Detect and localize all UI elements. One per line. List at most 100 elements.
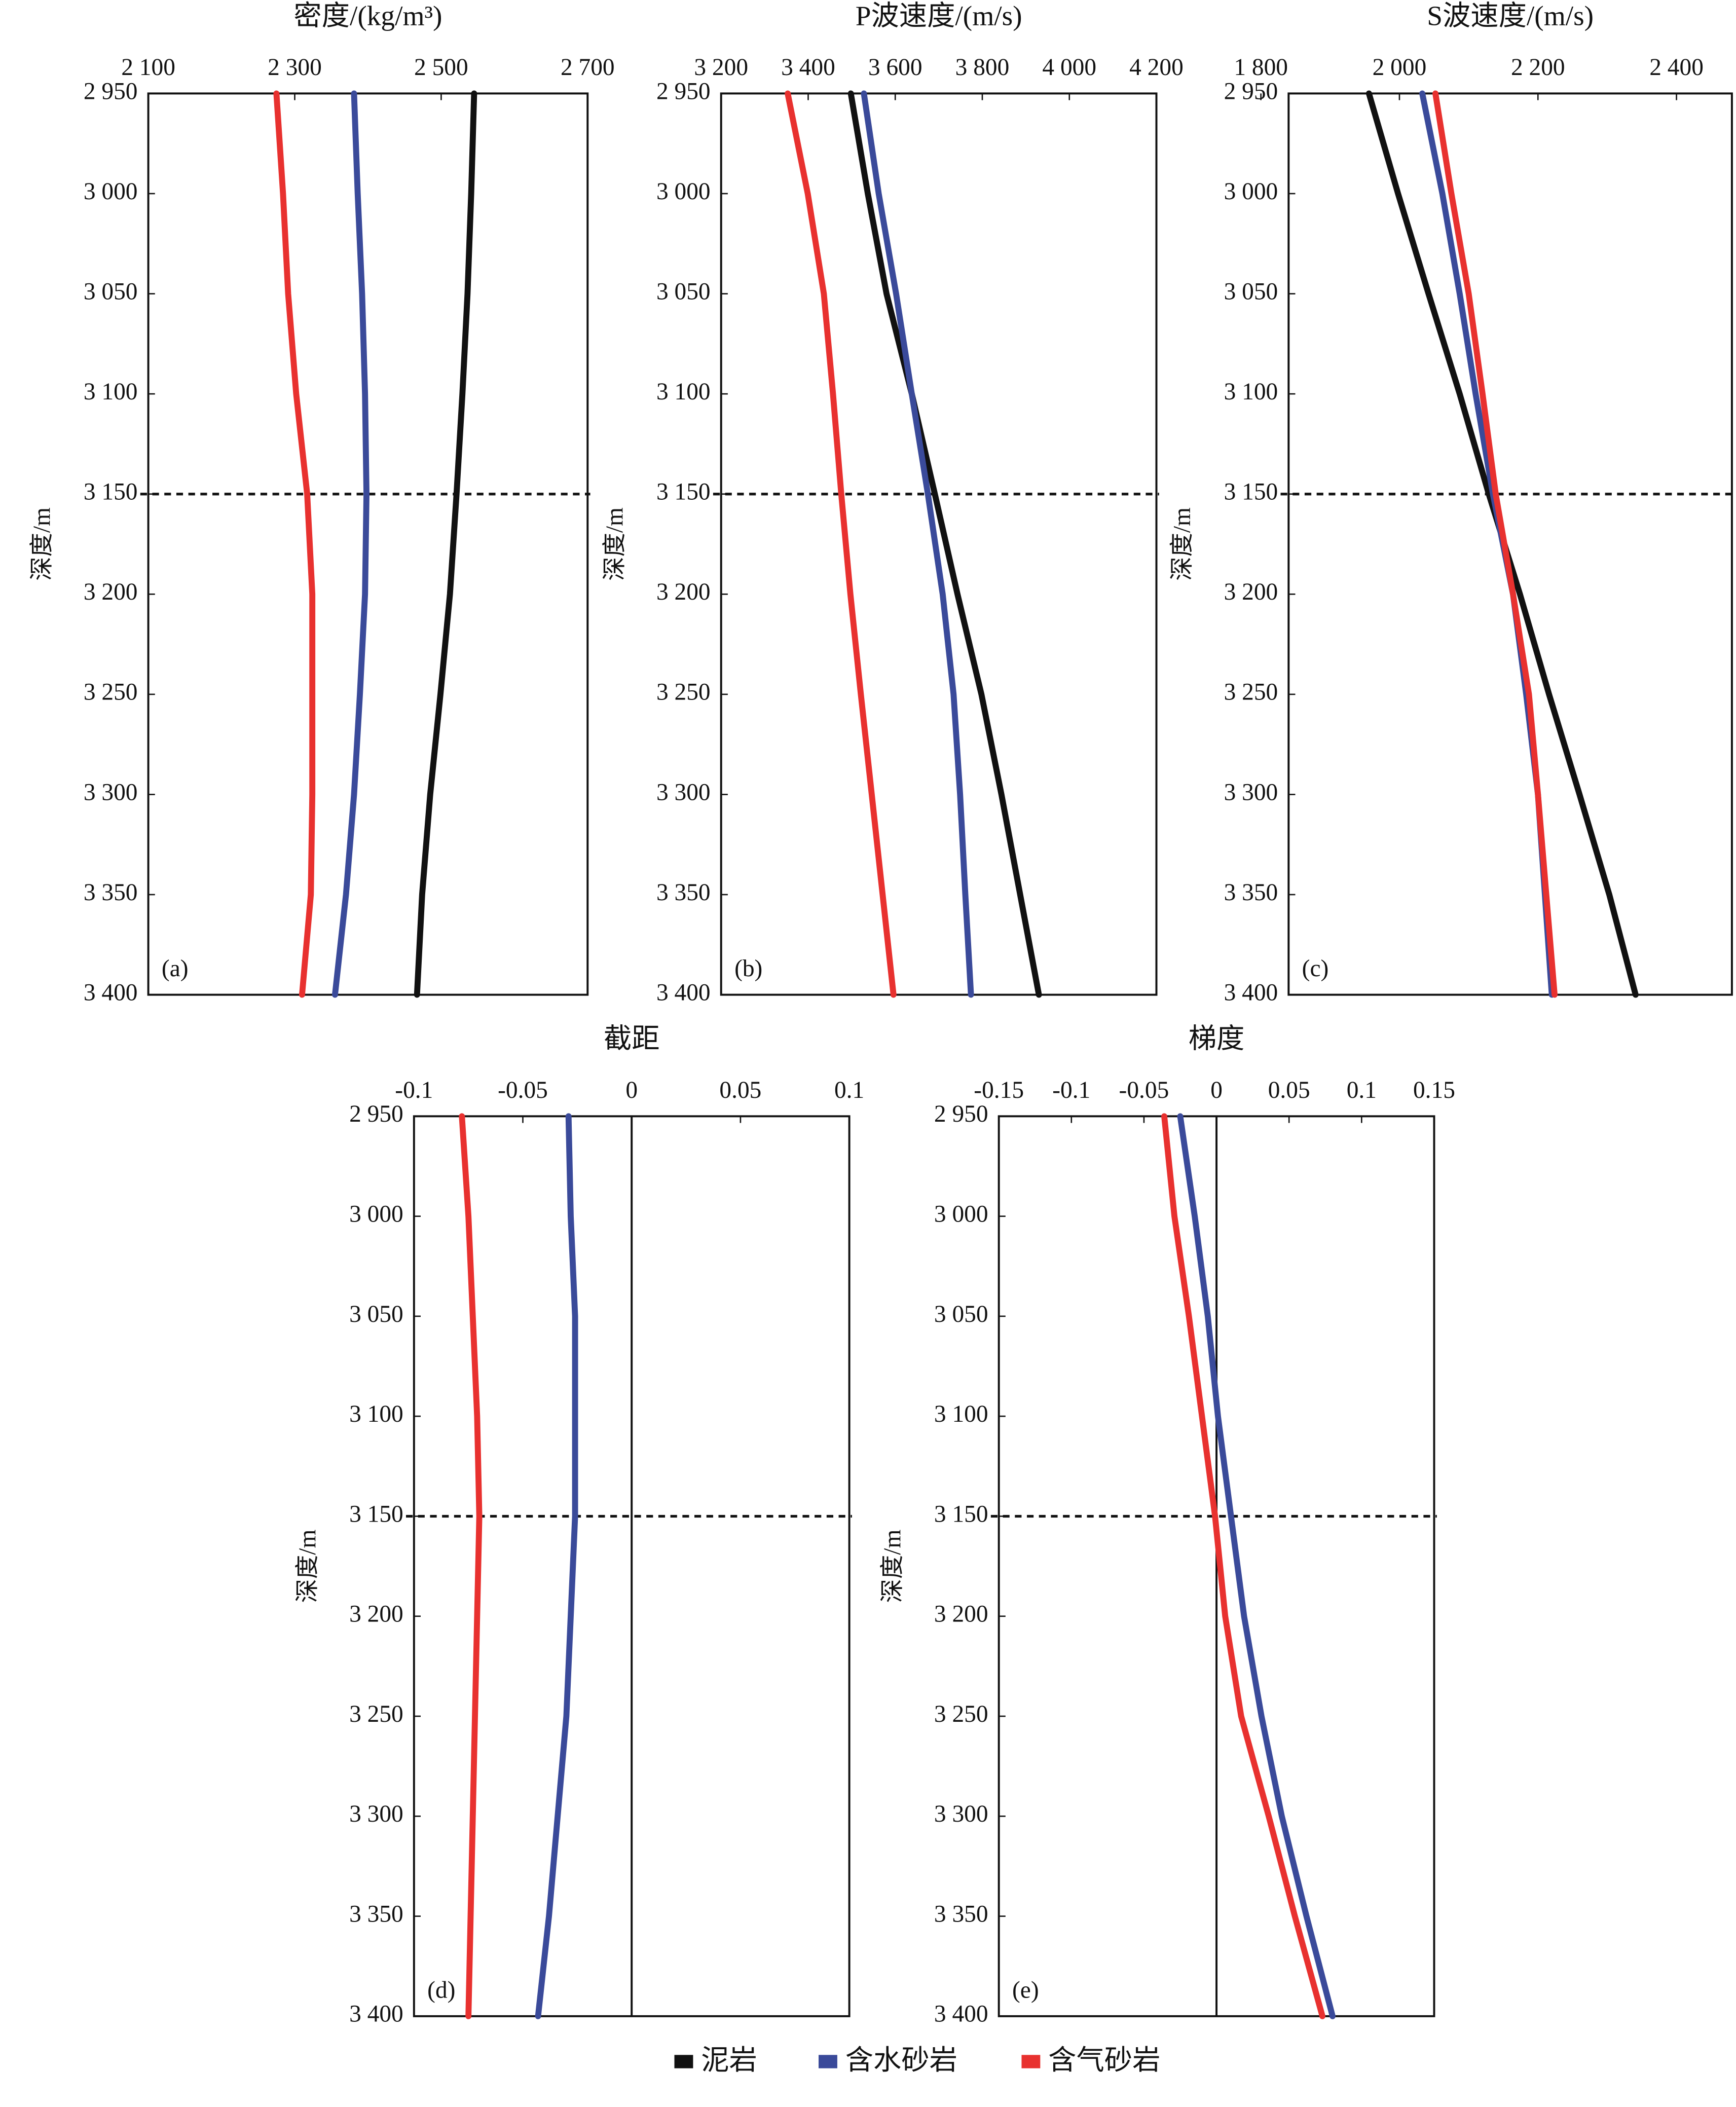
- panel-label: (e): [1012, 1977, 1039, 2003]
- y-axis-label: 深度/m: [1169, 507, 1196, 581]
- x-tick-label: 2 700: [561, 54, 615, 81]
- x-tick-label: 0.1: [1347, 1077, 1377, 1103]
- y-tick-label: 3 100: [349, 1401, 403, 1427]
- y-tick-label: 3 050: [84, 278, 138, 305]
- y-tick-label: 3 400: [84, 979, 138, 1006]
- y-tick-label: 3 050: [349, 1301, 403, 1327]
- legend-label: 含水砂岩: [845, 2045, 957, 2076]
- x-tick-label: 0.05: [1268, 1077, 1310, 1103]
- series-line: [1419, 90, 1555, 998]
- plot-frame: [1287, 92, 1733, 996]
- series-line: [847, 90, 1042, 998]
- x-tick-label: 0.05: [719, 1077, 761, 1103]
- y-tick-label: 3 000: [349, 1201, 403, 1227]
- plot-frame: [720, 92, 1158, 996]
- y-tick-label: 3 150: [656, 479, 711, 505]
- series-line: [1161, 1113, 1325, 2019]
- y-tick-label: 3 000: [84, 178, 138, 205]
- y-tick-label: 3 350: [84, 879, 138, 906]
- y-tick-label: 3 350: [656, 879, 711, 906]
- panel-label: (d): [427, 1977, 455, 2003]
- series-line: [331, 90, 370, 998]
- y-tick-label: 2 950: [656, 78, 711, 104]
- y-tick-label: 3 050: [1224, 278, 1278, 305]
- series-line: [1432, 90, 1558, 998]
- panel-label: (c): [1302, 955, 1329, 982]
- y-tick-label: 2 950: [84, 78, 138, 104]
- y-tick-label: 3 250: [656, 679, 711, 706]
- y-tick-label: 3 300: [934, 1801, 988, 1827]
- panel-label: (a): [162, 955, 189, 982]
- y-tick-label: 3 100: [84, 379, 138, 405]
- y-tick-label: 3 300: [1224, 779, 1278, 805]
- y-tick-label: 3 150: [934, 1501, 988, 1527]
- series-line: [273, 90, 316, 998]
- legend-swatch: [819, 2055, 837, 2068]
- series-line: [459, 1113, 483, 2019]
- y-tick-label: 3 250: [349, 1701, 403, 1727]
- x-tick-label: 2 200: [1511, 54, 1565, 81]
- y-tick-label: 3 200: [1224, 579, 1278, 605]
- y-tick-label: 3 250: [84, 679, 138, 706]
- x-tick-label: 2 400: [1649, 54, 1704, 81]
- x-tick-label: 0: [1210, 1077, 1223, 1103]
- x-tick-label: 3 600: [868, 54, 922, 81]
- y-tick-label: 3 350: [934, 1901, 988, 1927]
- x-tick-label: -0.05: [498, 1077, 548, 1103]
- y-tick-label: 3 350: [1224, 879, 1278, 906]
- y-tick-label: 3 400: [1224, 979, 1278, 1006]
- chart-title: 梯度: [1189, 1023, 1245, 1054]
- x-tick-label: 0: [625, 1077, 638, 1103]
- y-axis-label: 深度/m: [879, 1530, 906, 1603]
- y-tick-label: 3 150: [1224, 479, 1278, 505]
- chart-title: 截距: [604, 1023, 660, 1054]
- y-tick-label: 3 400: [349, 2001, 403, 2027]
- y-tick-label: 3 150: [349, 1501, 403, 1527]
- x-tick-label: -0.05: [1119, 1077, 1169, 1103]
- y-tick-label: 3 000: [656, 178, 711, 205]
- y-tick-label: 3 300: [656, 779, 711, 805]
- y-tick-label: 2 950: [934, 1101, 988, 1127]
- series-line: [1177, 1113, 1336, 2019]
- y-axis-label: 深度/m: [602, 507, 628, 581]
- x-tick-label: 2 500: [414, 54, 468, 81]
- legend-label: 含气砂岩: [1048, 2045, 1160, 2076]
- y-axis-label: 深度/m: [29, 507, 55, 581]
- y-tick-label: 3 200: [934, 1601, 988, 1628]
- y-tick-label: 2 950: [1224, 78, 1278, 104]
- legend-label: 泥岩: [701, 2045, 757, 2076]
- x-tick-label: 4 000: [1042, 54, 1096, 81]
- x-tick-label: -0.1: [395, 1077, 433, 1103]
- chart-title: S波速度/(m/s): [1427, 1, 1594, 31]
- y-tick-label: 3 100: [934, 1401, 988, 1427]
- x-tick-label: 3 800: [955, 54, 1010, 81]
- x-tick-label: 3 400: [781, 54, 835, 81]
- series-line: [785, 90, 897, 998]
- x-tick-label: 2 000: [1373, 54, 1427, 81]
- chart-title: P波速度/(m/s): [856, 1, 1022, 31]
- y-tick-label: 3 000: [1224, 178, 1278, 205]
- y-tick-label: 3 200: [349, 1601, 403, 1628]
- y-tick-label: 3 150: [84, 479, 138, 505]
- legend-swatch: [1021, 2055, 1041, 2068]
- y-tick-label: 3 250: [934, 1701, 988, 1727]
- chart-title: 密度/(kg/m³): [293, 1, 442, 31]
- series-line: [414, 90, 477, 998]
- y-tick-label: 3 100: [656, 379, 711, 405]
- y-tick-label: 3 300: [349, 1801, 403, 1827]
- series-line: [861, 90, 974, 998]
- y-tick-label: 3 050: [934, 1301, 988, 1327]
- y-tick-label: 3 400: [656, 979, 711, 1006]
- plot-frame: [147, 92, 589, 996]
- x-tick-label: 4 200: [1129, 54, 1184, 81]
- y-tick-label: 2 950: [349, 1101, 403, 1127]
- y-tick-label: 3 250: [1224, 679, 1278, 706]
- y-tick-label: 3 100: [1224, 379, 1278, 405]
- x-tick-label: 1 800: [1234, 54, 1288, 81]
- x-tick-label: 2 100: [121, 54, 175, 81]
- y-tick-label: 3 400: [934, 2001, 988, 2027]
- y-axis-label: 深度/m: [294, 1530, 321, 1603]
- x-tick-label: -0.1: [1052, 1077, 1090, 1103]
